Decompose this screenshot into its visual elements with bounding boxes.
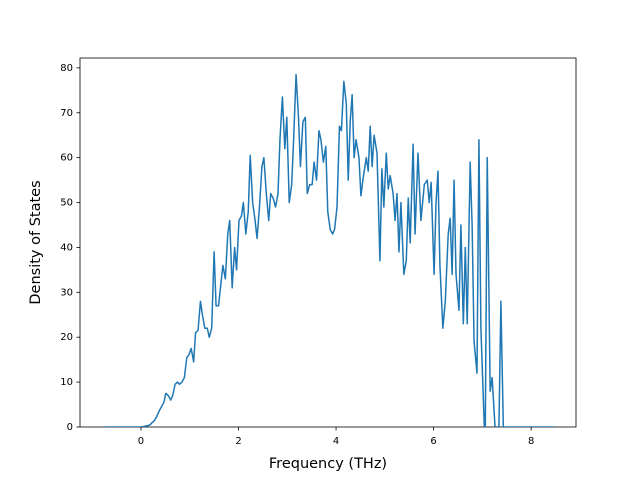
- x-axis-label: Frequency (THz): [269, 456, 387, 472]
- x-tick-label: 4: [333, 436, 339, 447]
- y-tick-label: 60: [60, 153, 73, 164]
- data-line: [104, 73, 555, 427]
- x-tick-label: 6: [430, 436, 436, 447]
- y-tick-label: 0: [67, 422, 73, 433]
- y-axis-label: Density of States: [28, 180, 44, 304]
- y-tick-label: 20: [60, 332, 73, 343]
- y-tick-label: 70: [60, 108, 73, 119]
- x-tick-label: 0: [138, 436, 144, 447]
- y-tick-label: 80: [60, 63, 73, 74]
- y-tick-label: 30: [60, 287, 73, 298]
- x-tick-label: 8: [528, 436, 534, 447]
- y-tick-label: 40: [60, 242, 73, 253]
- y-tick-label: 10: [60, 377, 73, 388]
- y-tick-label: 50: [60, 198, 73, 209]
- plot-frame: [79, 57, 577, 428]
- x-tick-label: 2: [235, 436, 241, 447]
